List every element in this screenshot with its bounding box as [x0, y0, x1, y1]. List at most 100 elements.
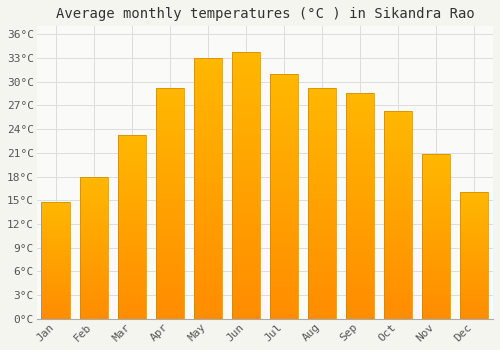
- Bar: [422, 177, 450, 179]
- Bar: [156, 296, 184, 298]
- Bar: [346, 129, 374, 131]
- Bar: [270, 231, 298, 233]
- Bar: [422, 168, 450, 169]
- Bar: [384, 269, 412, 271]
- Bar: [156, 261, 184, 264]
- Bar: [42, 204, 70, 205]
- Bar: [346, 210, 374, 212]
- Bar: [42, 205, 70, 206]
- Bar: [270, 270, 298, 272]
- Bar: [80, 223, 108, 224]
- Bar: [460, 225, 488, 226]
- Bar: [232, 217, 260, 220]
- Bar: [270, 89, 298, 91]
- Bar: [384, 233, 412, 236]
- Bar: [422, 225, 450, 227]
- Bar: [194, 82, 222, 84]
- Bar: [346, 253, 374, 256]
- Bar: [80, 258, 108, 259]
- Bar: [232, 68, 260, 70]
- Bar: [118, 206, 146, 208]
- Bar: [270, 101, 298, 103]
- Bar: [156, 146, 184, 148]
- Bar: [270, 160, 298, 162]
- Bar: [346, 118, 374, 120]
- Bar: [118, 151, 146, 153]
- Bar: [232, 289, 260, 292]
- Bar: [384, 146, 412, 148]
- Bar: [232, 198, 260, 201]
- Bar: [422, 173, 450, 174]
- Bar: [42, 298, 70, 299]
- Bar: [346, 163, 374, 165]
- Bar: [80, 194, 108, 196]
- Bar: [42, 220, 70, 222]
- Bar: [270, 164, 298, 167]
- Bar: [194, 89, 222, 92]
- Bar: [156, 125, 184, 127]
- Bar: [194, 181, 222, 183]
- Bar: [308, 102, 336, 104]
- Bar: [422, 289, 450, 291]
- Bar: [346, 314, 374, 317]
- Bar: [118, 236, 146, 238]
- Bar: [232, 220, 260, 223]
- Bar: [384, 115, 412, 117]
- Bar: [308, 109, 336, 111]
- Bar: [270, 218, 298, 221]
- Bar: [232, 159, 260, 161]
- Bar: [308, 160, 336, 162]
- Bar: [156, 176, 184, 178]
- Bar: [346, 197, 374, 199]
- Bar: [460, 262, 488, 263]
- Bar: [460, 272, 488, 273]
- Bar: [346, 251, 374, 253]
- Bar: [308, 282, 336, 284]
- Bar: [270, 182, 298, 184]
- Bar: [384, 259, 412, 261]
- Bar: [194, 308, 222, 311]
- Bar: [80, 309, 108, 310]
- Bar: [156, 298, 184, 300]
- Bar: [42, 240, 70, 241]
- Bar: [118, 197, 146, 199]
- Bar: [422, 192, 450, 194]
- Bar: [232, 126, 260, 129]
- Bar: [270, 209, 298, 211]
- Bar: [384, 315, 412, 317]
- Bar: [308, 185, 336, 187]
- Bar: [42, 292, 70, 293]
- Bar: [42, 291, 70, 292]
- Bar: [384, 157, 412, 159]
- Bar: [384, 213, 412, 215]
- Bar: [194, 58, 222, 61]
- Bar: [118, 315, 146, 317]
- Bar: [346, 265, 374, 267]
- Bar: [232, 102, 260, 105]
- Bar: [118, 166, 146, 168]
- Bar: [194, 186, 222, 188]
- Bar: [80, 305, 108, 306]
- Bar: [156, 275, 184, 277]
- Bar: [194, 107, 222, 110]
- Bar: [42, 275, 70, 277]
- Bar: [346, 274, 374, 276]
- Bar: [118, 223, 146, 225]
- Bar: [194, 58, 222, 319]
- Bar: [270, 167, 298, 169]
- Bar: [384, 155, 412, 157]
- Bar: [346, 206, 374, 208]
- Bar: [232, 311, 260, 314]
- Bar: [118, 157, 146, 159]
- Bar: [422, 189, 450, 191]
- Bar: [156, 254, 184, 257]
- Bar: [80, 234, 108, 235]
- Bar: [42, 223, 70, 224]
- Bar: [118, 306, 146, 308]
- Bar: [308, 190, 336, 192]
- Bar: [270, 260, 298, 262]
- Bar: [460, 291, 488, 292]
- Bar: [42, 230, 70, 231]
- Bar: [232, 153, 260, 156]
- Bar: [346, 106, 374, 108]
